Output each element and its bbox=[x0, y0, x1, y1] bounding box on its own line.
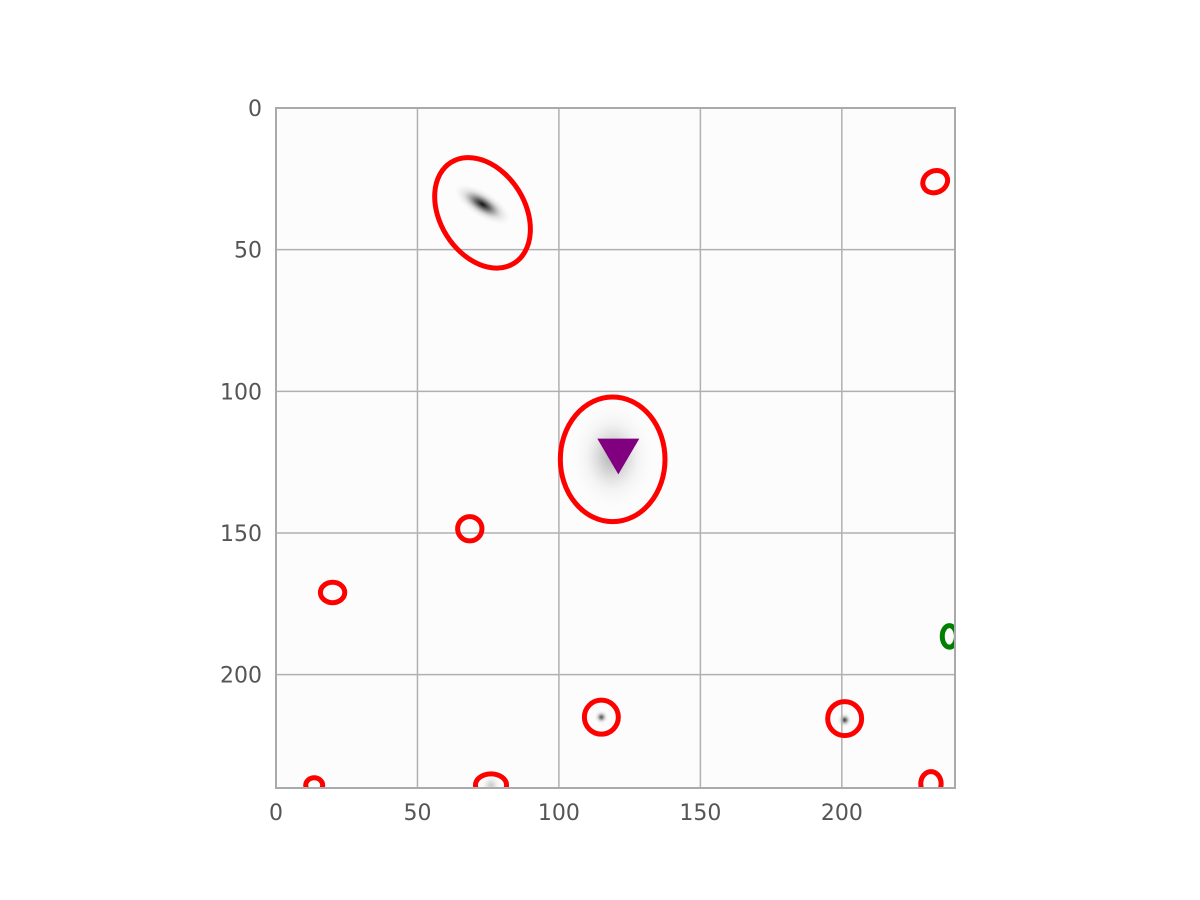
red-ellipse-2 bbox=[557, 394, 668, 525]
y-tick-label: 50 bbox=[234, 239, 262, 264]
red-ellipse-3 bbox=[455, 514, 485, 544]
x-tick-label: 100 bbox=[538, 801, 580, 826]
detection-ellipses bbox=[303, 155, 955, 788]
x-tick-label: 200 bbox=[821, 801, 863, 826]
x-tick-label: 0 bbox=[269, 801, 283, 826]
x-axis-ticks: 0 50 100 150 200 bbox=[269, 801, 863, 826]
y-tick-label: 200 bbox=[220, 664, 262, 689]
y-axis-ticks: 0 50 100 150 200 bbox=[220, 97, 262, 689]
red-ellipse-10 bbox=[918, 769, 944, 788]
red-ellipse-0 bbox=[432, 155, 533, 271]
green-ellipse-5 bbox=[939, 623, 955, 650]
source-blob-3 bbox=[837, 712, 853, 728]
red-ellipse-8 bbox=[303, 775, 326, 788]
plot-frame bbox=[275, 107, 956, 789]
y-tick-label: 150 bbox=[220, 522, 262, 547]
x-tick-label: 50 bbox=[403, 801, 431, 826]
triangle-down-marker bbox=[597, 438, 640, 475]
grid bbox=[276, 108, 955, 788]
source-blob-2 bbox=[593, 709, 609, 725]
red-ellipse-4 bbox=[317, 579, 348, 606]
y-tick-label: 0 bbox=[248, 97, 262, 122]
red-ellipse-1 bbox=[920, 168, 951, 196]
source-blob-0 bbox=[452, 182, 513, 226]
x-tick-label: 150 bbox=[679, 801, 721, 826]
markers bbox=[597, 438, 640, 475]
red-ellipse-7 bbox=[825, 699, 865, 739]
red-ellipse-6 bbox=[581, 697, 621, 737]
y-tick-label: 100 bbox=[220, 380, 262, 405]
red-ellipse-9 bbox=[472, 771, 510, 788]
